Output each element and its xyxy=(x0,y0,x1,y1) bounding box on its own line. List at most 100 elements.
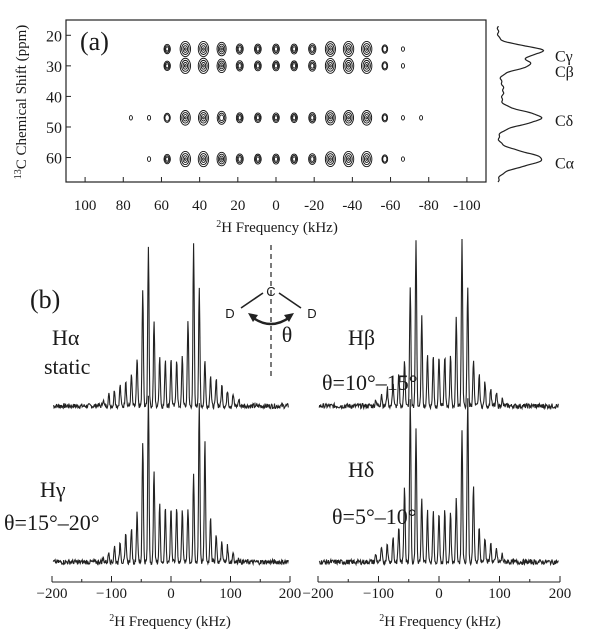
x-tick-label: 60 xyxy=(154,198,169,214)
contour-peak xyxy=(381,113,389,123)
spectrum-annotation: static xyxy=(44,354,91,379)
contour-peak xyxy=(146,156,152,162)
spectrum-label: Hδ xyxy=(348,457,374,482)
contour-peak xyxy=(308,112,317,124)
contour-level xyxy=(365,116,368,120)
contour-peak xyxy=(400,156,405,162)
x-tick-label: -20 xyxy=(304,198,324,214)
contour-level xyxy=(237,156,242,162)
contour-peak xyxy=(381,61,389,71)
contour-level xyxy=(272,43,280,55)
contour-level xyxy=(309,44,316,54)
contour-peak xyxy=(254,60,262,72)
contour-level xyxy=(292,63,297,69)
panel-b-x-axis-right: −200 −100 0 100 200 xyxy=(303,576,571,602)
contour-peak xyxy=(197,151,210,168)
contour-level xyxy=(235,43,244,55)
contour-level xyxy=(362,112,371,124)
contour-peak xyxy=(163,60,171,72)
contour-level xyxy=(179,110,191,126)
contour-peak xyxy=(216,58,227,74)
contour-level xyxy=(236,61,243,70)
contour-peak xyxy=(381,154,389,164)
contour-level xyxy=(326,43,335,55)
contour-level xyxy=(128,115,133,121)
deuterium-left-label: D xyxy=(225,306,234,321)
contour-level xyxy=(381,154,389,164)
contour-peak xyxy=(179,40,191,58)
panel-a: (a) 20 30 40 50 60 100 80 60 40 20 0 -20 -40 -60 -80-… xyxy=(13,19,575,236)
contour-peak xyxy=(361,151,373,168)
contour-level xyxy=(329,157,332,161)
contour-level xyxy=(163,43,171,55)
contour-level xyxy=(344,112,353,124)
contour-level xyxy=(400,63,405,69)
x-tick-label: −200 xyxy=(37,586,68,602)
contour-level xyxy=(163,112,171,123)
bond-left xyxy=(240,292,264,309)
contour-level xyxy=(290,43,298,55)
contour-peak xyxy=(179,151,191,168)
contour-level xyxy=(237,46,242,52)
contour-peak xyxy=(163,153,171,165)
contour-peak xyxy=(342,40,355,58)
contour-level xyxy=(362,59,371,72)
contour-level xyxy=(361,110,373,126)
contour-level xyxy=(216,58,227,74)
contour-peak xyxy=(272,153,280,165)
panel-a-x-label: 2H Frequency (kHz) xyxy=(216,219,338,236)
contour-level xyxy=(291,113,297,122)
contour-level xyxy=(347,47,350,51)
contour-peak xyxy=(163,43,171,55)
contour-level xyxy=(363,45,370,53)
x-tick-label: −100 xyxy=(363,586,394,602)
contour-level xyxy=(400,156,405,162)
contour-level xyxy=(235,60,244,72)
x-tick-label: -60 xyxy=(381,198,401,214)
contour-level xyxy=(179,151,191,168)
y-tick-label: 60 xyxy=(46,151,62,168)
contour-level xyxy=(237,115,242,121)
contour-level xyxy=(146,156,152,162)
contour-level xyxy=(184,47,187,51)
spectrum-Hδ: Hδ θ=5°–10° xyxy=(318,398,559,567)
contour-level xyxy=(255,156,260,162)
contour-peak xyxy=(198,110,209,126)
contour-peak xyxy=(400,63,405,69)
contour-level xyxy=(344,59,353,72)
contour-level xyxy=(197,57,210,74)
contour-level xyxy=(254,45,261,54)
spectrum-trace xyxy=(52,395,289,567)
contour-level xyxy=(345,114,352,122)
contour-level xyxy=(219,114,224,122)
spectrum-annotation: θ=10°–15° xyxy=(322,370,418,395)
contour-level xyxy=(419,115,424,121)
contour-level xyxy=(274,63,278,69)
x-tick-label: -80 xyxy=(419,198,439,214)
contour-level xyxy=(217,60,226,72)
contour-level xyxy=(327,155,334,163)
x-tick-label: -100 xyxy=(453,198,481,214)
contour-level xyxy=(182,62,189,70)
contour-level xyxy=(327,62,334,70)
contour-level xyxy=(309,113,316,123)
x-tick-label: -40 xyxy=(342,198,362,214)
contour-level xyxy=(324,57,336,74)
contour-level xyxy=(219,45,225,53)
x-tick-label: 40 xyxy=(192,198,207,214)
panel-a-label: (a) xyxy=(80,27,109,56)
contour-level xyxy=(165,156,170,162)
panel-a-y-label: 13C Chemical Shift (ppm) xyxy=(13,25,30,180)
contour-peak xyxy=(290,60,298,72)
contour-level xyxy=(255,115,260,121)
contour-level xyxy=(329,64,332,68)
theta-arc xyxy=(251,316,291,326)
contour-level xyxy=(326,112,335,124)
contour-peak xyxy=(216,151,227,167)
contour-level xyxy=(273,155,279,164)
contour-peak xyxy=(343,110,354,126)
contour-peak xyxy=(308,60,317,72)
contour-level xyxy=(362,43,371,55)
contour-level xyxy=(216,151,227,167)
x-tick-label: 200 xyxy=(279,586,302,602)
